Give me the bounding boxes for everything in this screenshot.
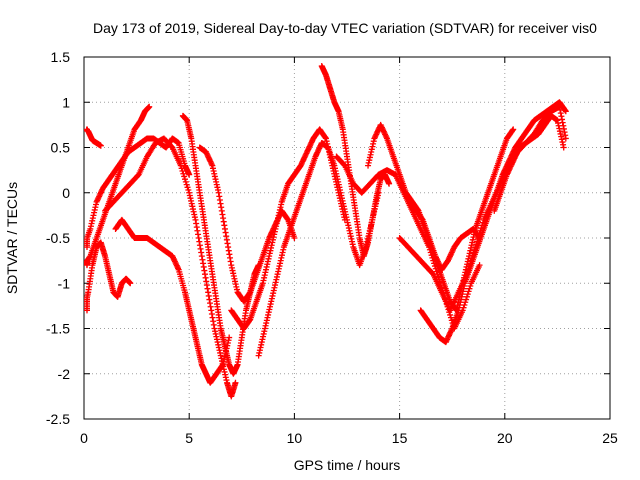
data-point-interp — [181, 176, 188, 183]
data-point-interp — [463, 296, 470, 303]
data-point-interp — [475, 233, 482, 240]
marks-layer — [84, 63, 569, 400]
series-arc-17 — [491, 112, 567, 214]
x-tick-label: 5 — [185, 430, 193, 446]
data-point — [186, 171, 193, 178]
data-point-interp — [477, 227, 484, 234]
data-point — [291, 235, 298, 241]
series-arc-1 — [84, 126, 104, 149]
data-point-interp — [474, 238, 481, 245]
data-point — [562, 135, 569, 142]
y-tick-label: -1 — [58, 275, 71, 291]
x-tick-label: 25 — [602, 430, 618, 446]
data-point-interp — [479, 222, 486, 229]
data-point-interp — [464, 268, 471, 275]
x-tick-label: 20 — [497, 430, 513, 446]
y-axis-label: SDTVAR / TECUs — [4, 182, 20, 294]
data-point-interp — [181, 173, 188, 180]
data-point — [232, 379, 239, 386]
x-axis-label: GPS time / hours — [294, 457, 401, 473]
y-tick-label: 1 — [62, 94, 70, 110]
y-tick-label: 0.5 — [51, 140, 71, 156]
series-arc-5 — [112, 216, 233, 386]
series-arc-11 — [318, 63, 393, 260]
y-tick-label: -2 — [58, 366, 71, 382]
series-arc-3 — [84, 103, 153, 269]
data-point-interp — [185, 187, 192, 194]
data-point-interp — [466, 285, 473, 292]
data-point-interp — [180, 170, 187, 177]
series-arc-8 — [196, 144, 298, 305]
series-arc-14 — [407, 198, 483, 273]
data-point-interp — [465, 265, 472, 272]
data-point-interp — [468, 254, 475, 261]
data-point-interp — [182, 178, 189, 185]
x-tick-label: 15 — [392, 430, 408, 446]
data-point-interp — [469, 252, 476, 259]
data-point — [127, 280, 134, 287]
data-point-interp — [473, 241, 480, 248]
data-point-interp — [474, 235, 481, 242]
data-point — [177, 162, 184, 169]
data-point-interp — [479, 219, 486, 226]
data-point — [562, 108, 569, 115]
series-arc-4 — [84, 239, 134, 314]
data-point-interp — [467, 282, 474, 289]
data-point-interp — [183, 181, 190, 188]
x-tick-label: 0 — [80, 430, 88, 446]
data-point — [386, 180, 393, 187]
data-point — [560, 144, 567, 151]
data-point-interp — [465, 288, 472, 295]
data-point — [97, 142, 104, 149]
series-arc-6 — [102, 135, 239, 400]
series-arc-15 — [417, 99, 569, 346]
data-point — [476, 262, 483, 269]
data-point-interp — [178, 165, 185, 172]
grid-layer — [84, 57, 610, 419]
chart-title: Day 173 of 2019, Sidereal Day-to-day VTE… — [93, 20, 597, 36]
tick-layer: 0 5 10 15 20 25 -2.5 -2 -1.5 -1 -0.5 0 0.5 1 1.5 — [46, 49, 618, 446]
data-point-interp — [179, 168, 186, 175]
data-point-interp — [447, 314, 454, 321]
data-point — [510, 126, 517, 133]
data-point — [146, 103, 153, 110]
data-point — [472, 244, 479, 251]
data-point-interp — [466, 263, 473, 270]
y-tick-label: 0 — [62, 185, 70, 201]
x-tick-label: 10 — [287, 430, 303, 446]
data-point-interp — [478, 225, 485, 232]
data-point-interp — [467, 260, 474, 267]
data-point-interp — [463, 293, 470, 300]
series-arc-12 — [333, 153, 483, 332]
data-point-interp — [471, 246, 478, 253]
data-point-interp — [470, 249, 477, 256]
y-tick-label: -2.5 — [46, 411, 70, 427]
plot-frame — [83, 56, 611, 420]
data-point — [226, 334, 233, 341]
y-tick-label: 1.5 — [51, 49, 71, 65]
data-point-interp — [184, 184, 191, 191]
data-point-interp — [468, 257, 475, 264]
data-point-interp — [464, 291, 471, 298]
series-arc-7 — [179, 112, 262, 377]
data-point — [463, 271, 470, 278]
data-point-interp — [476, 230, 483, 237]
y-tick-label: -0.5 — [46, 230, 70, 246]
y-tick-label: -1.5 — [46, 321, 70, 337]
